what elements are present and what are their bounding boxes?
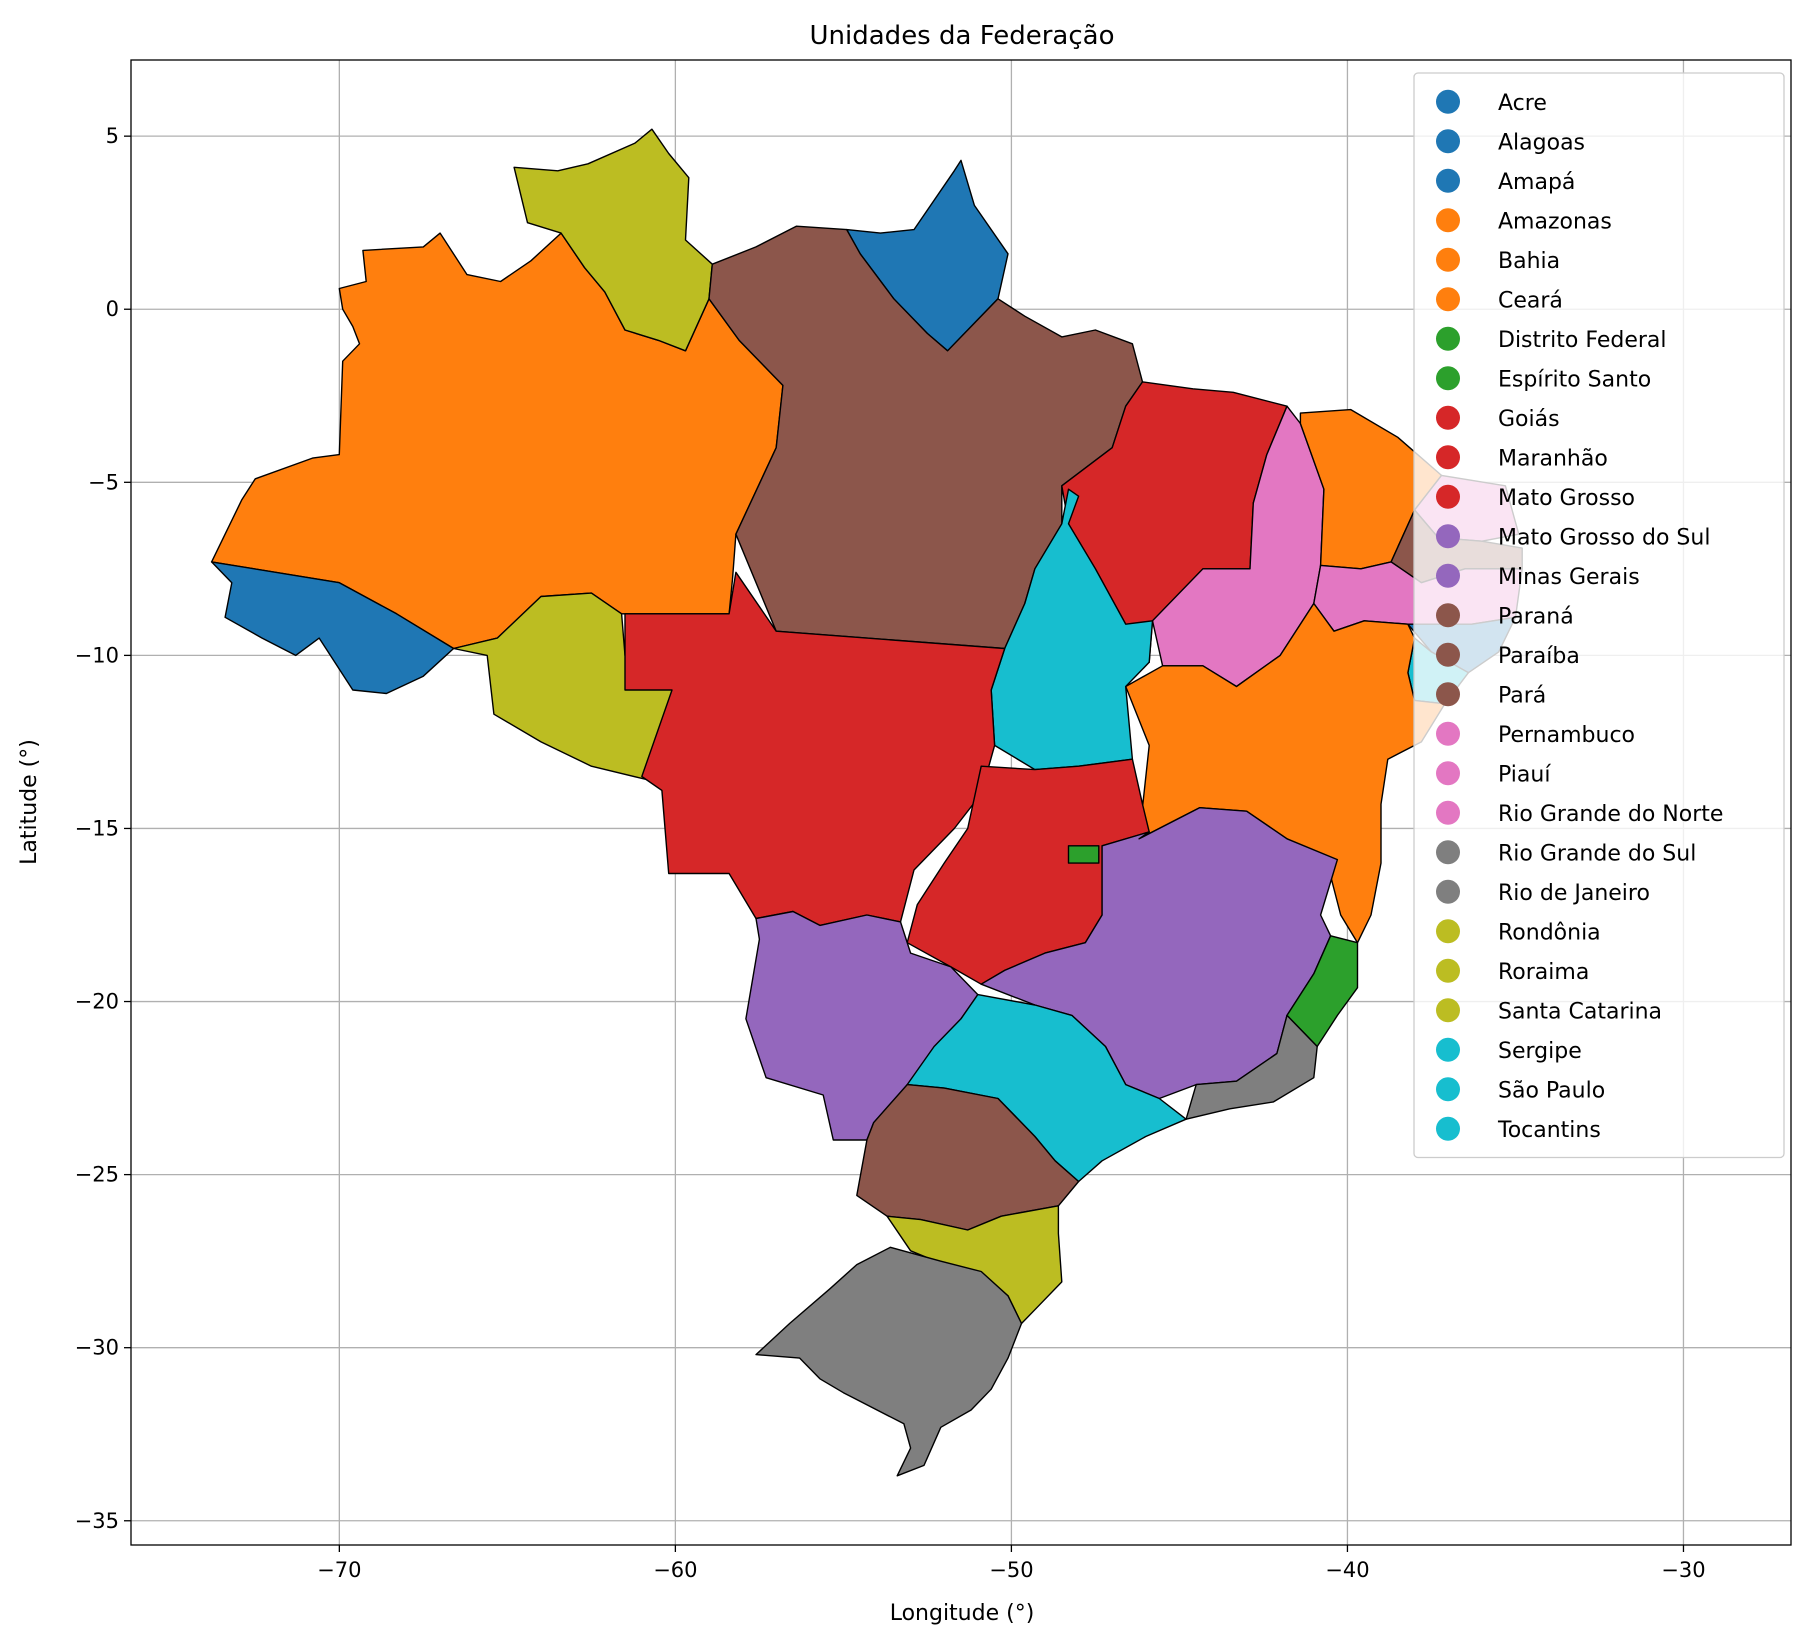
x-tick-label: −50: [989, 1558, 1033, 1582]
legend-label: Paraíba: [1498, 644, 1580, 669]
x-tick-label: −40: [1325, 1558, 1369, 1582]
legend-label: Rio Grande do Sul: [1498, 841, 1696, 866]
state-polygons: [210, 128, 1523, 1477]
y-tick-label: 0: [106, 297, 119, 321]
legend-label: Distrito Federal: [1498, 328, 1667, 353]
legend-label: Bahia: [1498, 249, 1560, 274]
legend-label: Amazonas: [1498, 209, 1612, 234]
legend-marker: [1436, 287, 1460, 312]
legend-label: Tocantins: [1497, 1118, 1601, 1143]
x-axis-ticks: −70 −60 −50 −40 −30: [317, 1545, 1706, 1582]
legend-label: Minas Gerais: [1498, 565, 1640, 590]
legend-marker: [1436, 800, 1460, 825]
state-acre: [210, 561, 455, 695]
legend-label: Santa Catarina: [1498, 999, 1662, 1024]
chart-title: Unidades da Federação: [810, 21, 1115, 51]
legend-label: Rondônia: [1498, 920, 1601, 945]
state-sao-paulo: [906, 993, 1187, 1183]
legend-marker: [1436, 208, 1460, 233]
y-axis-ticks: 5 0 −5 −10 −15 −20 −25 −30 −35: [75, 124, 131, 1533]
legend-label: Pará: [1498, 683, 1546, 708]
x-tick-label: −60: [653, 1558, 697, 1582]
legend-marker: [1436, 89, 1460, 114]
legend-marker: [1436, 603, 1460, 628]
legend-marker: [1436, 958, 1460, 983]
legend-marker: [1436, 168, 1460, 193]
legend-marker: [1436, 682, 1460, 707]
legend-marker: [1436, 247, 1460, 272]
y-tick-label: 5: [106, 124, 119, 148]
legend-marker: [1436, 1077, 1460, 1102]
legend-marker: [1436, 484, 1460, 509]
legend-label: Pernambuco: [1498, 723, 1635, 748]
legend-label: Alagoas: [1498, 130, 1585, 155]
legend-marker: [1436, 563, 1460, 588]
legend-label: Paraná: [1498, 604, 1574, 629]
y-tick-label: −10: [75, 643, 119, 667]
legend-label: Sergipe: [1498, 1039, 1582, 1064]
x-axis-label: Longitude (°): [890, 1601, 1035, 1626]
state-espirito-santo: [1286, 935, 1359, 1048]
legend-marker: [1436, 129, 1460, 154]
legend-frame: [1413, 72, 1785, 1159]
legend-label: Maranhão: [1498, 446, 1608, 471]
legend-label: Mato Grosso: [1498, 486, 1635, 511]
legend-marker: [1436, 761, 1460, 786]
y-tick-label: −30: [75, 1336, 119, 1360]
state-distrito-federal: [1067, 845, 1100, 864]
legend-marker: [1436, 998, 1460, 1023]
legend-marker: [1436, 326, 1460, 351]
x-tick-label: −30: [1661, 1558, 1705, 1582]
plot-border: [130, 59, 1792, 1546]
y-axis-label: Latitude (°): [17, 739, 42, 865]
legend-marker: [1436, 405, 1460, 430]
legend-label: Mato Grosso do Sul: [1498, 525, 1710, 550]
legend-marker: [1436, 919, 1460, 944]
legend-label: Amapá: [1498, 170, 1575, 195]
legend-label: Roraima: [1498, 960, 1589, 985]
state-rio-de-janeiro: [1185, 1014, 1318, 1120]
legend-marker: [1436, 445, 1460, 470]
legend-label: São Paulo: [1498, 1078, 1605, 1103]
legend-label: Rio de Janeiro: [1498, 881, 1650, 906]
legend-marker: [1436, 642, 1460, 667]
legend-label: Rio Grande do Norte: [1498, 802, 1723, 827]
legend-marker: [1436, 879, 1460, 904]
legend: Acre Alagoas Amapá Amazonas Bahia Ceará Distri…: [1413, 72, 1785, 1159]
legend-marker: [1436, 721, 1460, 746]
legend-marker: [1436, 840, 1460, 865]
legend-marker: [1436, 524, 1460, 549]
y-tick-label: −5: [88, 470, 119, 494]
legend-marker: [1436, 1116, 1460, 1141]
legend-marker: [1436, 366, 1460, 391]
y-tick-label: −20: [75, 990, 119, 1014]
legend-label: Ceará: [1498, 288, 1563, 313]
y-tick-label: −25: [75, 1163, 119, 1187]
state-rio-grande-do-sul: [755, 1246, 1023, 1477]
y-tick-label: −15: [75, 816, 119, 840]
legend-label: Goiás: [1498, 407, 1560, 432]
legend-label: Piauí: [1498, 762, 1551, 787]
y-tick-label: −35: [75, 1509, 119, 1533]
legend-marker: [1436, 1037, 1460, 1062]
legend-label: Acre: [1498, 91, 1547, 116]
x-tick-label: −70: [317, 1558, 361, 1582]
legend-label: Espírito Santo: [1498, 367, 1651, 392]
